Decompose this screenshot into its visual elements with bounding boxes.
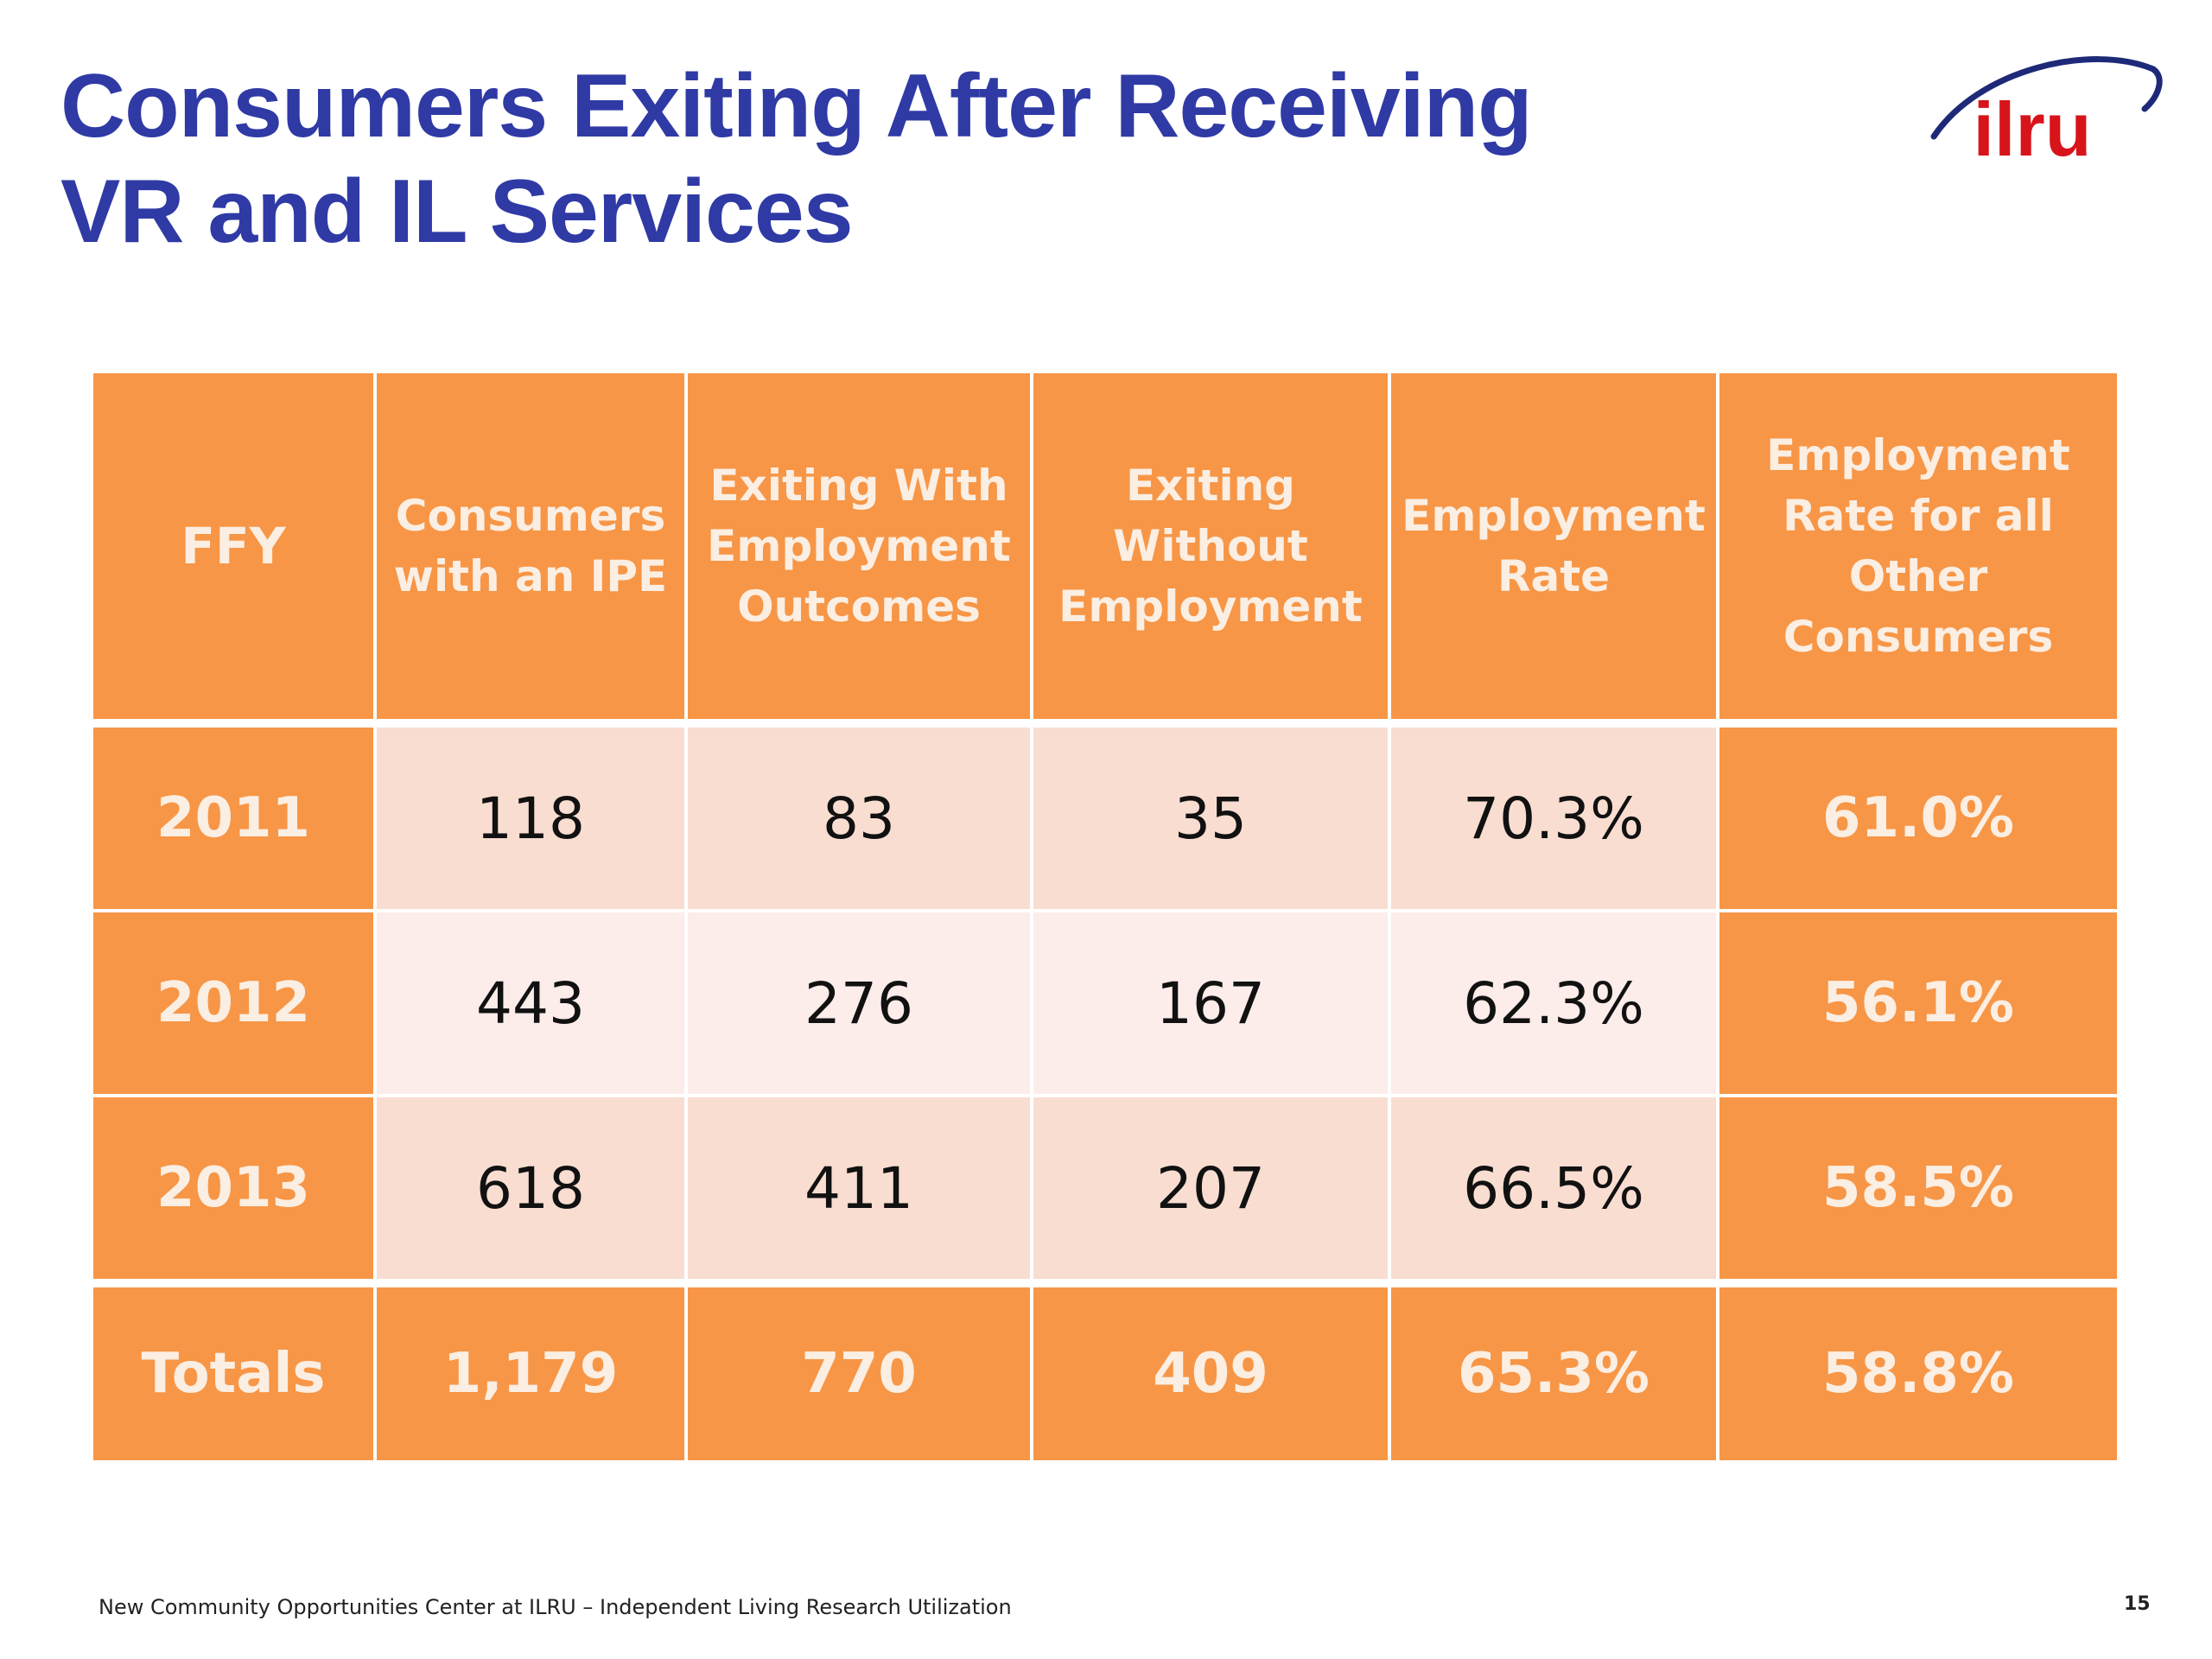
exits-table: FFY Consumers with an IPE Exiting With E… xyxy=(93,373,2117,1460)
slide-footer: New Community Opportunities Center at IL… xyxy=(99,1595,1012,1619)
table-row: 2012 443 276 167 62.3% 56.1% xyxy=(93,911,2117,1097)
header-exiting-with-employment: Exiting With Employment Outcomes xyxy=(684,373,1033,728)
cell-exiting-without: 167 xyxy=(1030,911,1391,1097)
cell-year: 2013 xyxy=(93,1096,377,1285)
cell-exiting-without: 207 xyxy=(1030,1096,1391,1285)
cell-totals-exiting-with: 770 xyxy=(684,1279,1033,1460)
data-table-container: FFY Consumers with an IPE Exiting With E… xyxy=(93,373,2117,1460)
cell-employment-rate-other: 58.5% xyxy=(1716,1096,2117,1285)
cell-employment-rate-other: 56.1% xyxy=(1716,911,2117,1097)
header-exiting-without-employment: Exiting Without Employment xyxy=(1030,373,1391,728)
cell-totals-label: Totals xyxy=(93,1279,377,1460)
cell-totals-consumers-ipe: 1,179 xyxy=(373,1279,688,1460)
header-employment-rate-other: Employment Rate for all Other Consumers xyxy=(1716,373,2117,728)
cell-exiting-with: 276 xyxy=(684,911,1033,1097)
totals-row: Totals 1,179 770 409 65.3% 58.8% xyxy=(93,1279,2117,1460)
cell-employment-rate: 62.3% xyxy=(1388,911,1719,1097)
cell-employment-rate: 70.3% xyxy=(1388,723,1719,912)
header-ffy: FFY xyxy=(93,373,377,728)
cell-totals-employment-rate-other: 58.8% xyxy=(1716,1279,2117,1460)
logo-swoosh-icon xyxy=(1930,56,2163,140)
cell-totals-employment-rate: 65.3% xyxy=(1388,1279,1719,1460)
cell-exiting-without: 35 xyxy=(1030,723,1391,912)
title-line-1: Consumers Exiting After Receiving xyxy=(60,56,1533,156)
header-employment-rate: Employment Rate xyxy=(1388,373,1719,728)
logo-text: ilru xyxy=(1974,86,2092,164)
table-row: 2011 118 83 35 70.3% 61.0% xyxy=(93,723,2117,912)
cell-exiting-with: 83 xyxy=(684,723,1033,912)
cell-consumers-ipe: 118 xyxy=(373,723,688,912)
title-line-2: VR and IL Services xyxy=(60,162,854,262)
cell-employment-rate: 66.5% xyxy=(1388,1096,1719,1285)
table-row: 2013 618 411 207 66.5% 58.5% xyxy=(93,1096,2117,1285)
page-number: 15 xyxy=(2124,1593,2151,1615)
slide-title: Consumers Exiting After Receiving VR and… xyxy=(60,54,1533,264)
cell-exiting-with: 411 xyxy=(684,1096,1033,1285)
cell-consumers-ipe: 618 xyxy=(373,1096,688,1285)
cell-employment-rate-other: 61.0% xyxy=(1716,723,2117,912)
cell-consumers-ipe: 443 xyxy=(373,911,688,1097)
cell-totals-exiting-without: 409 xyxy=(1030,1279,1391,1460)
ilru-logo: ilru xyxy=(1930,56,2163,164)
header-consumers-ipe: Consumers with an IPE xyxy=(373,373,688,728)
cell-year: 2012 xyxy=(93,911,377,1097)
table-header-row: FFY Consumers with an IPE Exiting With E… xyxy=(93,373,2117,728)
cell-year: 2011 xyxy=(93,723,377,912)
